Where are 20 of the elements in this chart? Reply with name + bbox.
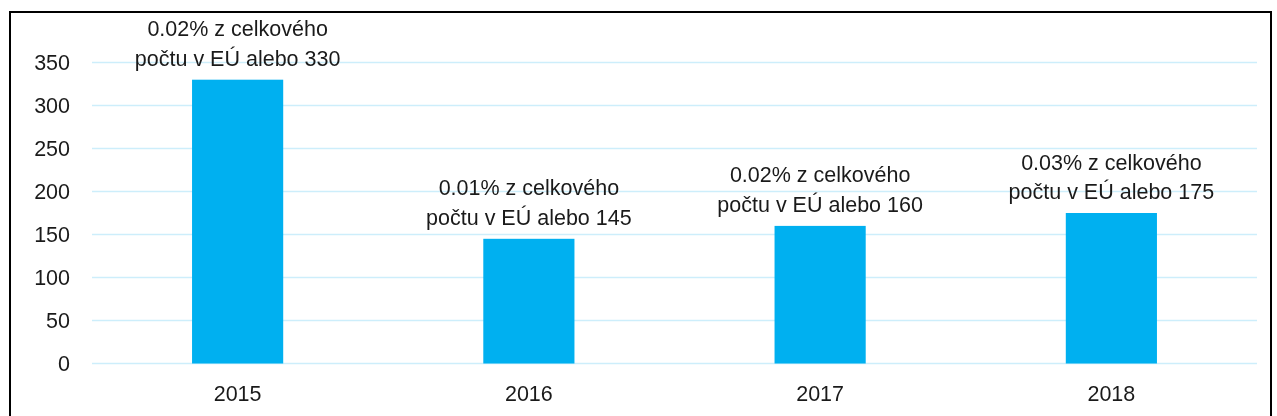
data-label: 0.01% z celkového počtu v EÚ alebo 145 [426,176,632,230]
y-tick-label: 350 [34,51,71,76]
x-tick-label: 2016 [504,382,553,406]
data-label: 0.03% z celkového počtu v EÚ alebo 175 [1008,150,1215,204]
y-tick-label: 0 [58,352,71,377]
y-tick-label: 150 [34,223,71,248]
y-tick-label: 200 [34,180,71,205]
bar [774,225,866,364]
x-tick-label: 2015 [213,382,262,406]
bar [192,79,284,364]
x-tick-label: 2017 [796,382,845,406]
y-tick-label: 300 [34,94,71,119]
bar [1065,213,1157,364]
y-tick-label: 250 [34,137,71,162]
data-label: 0.02% z celkového počtu v EÚ alebo 330 [134,17,341,71]
y-tick-label: 100 [34,266,71,291]
data-label: 0.02% z celkového počtu v EÚ alebo 160 [717,163,923,217]
y-tick-label: 50 [46,309,71,334]
bar [483,238,575,364]
x-tick-label: 2018 [1087,382,1136,406]
